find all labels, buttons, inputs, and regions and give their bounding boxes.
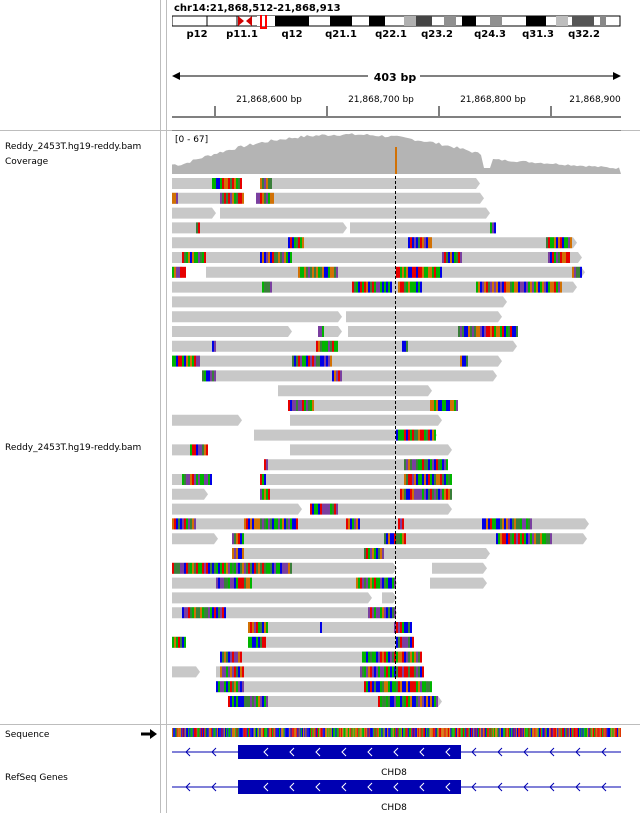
name-panel-divider[interactable] [160, 0, 161, 813]
read[interactable] [172, 577, 397, 589]
refseq-genes-track[interactable]: CHD8 CHD8 [172, 740, 621, 813]
read[interactable] [232, 548, 490, 559]
read[interactable] [202, 370, 497, 382]
read[interactable] [220, 207, 490, 219]
read[interactable] [172, 533, 218, 545]
alignment-track-name[interactable]: Reddy_2453T.hg19-reddy.bam [5, 443, 142, 453]
read[interactable] [310, 503, 452, 515]
read[interactable] [172, 326, 292, 337]
read[interactable] [172, 474, 212, 485]
read[interactable] [432, 562, 487, 574]
read[interactable] [172, 178, 242, 189]
read[interactable] [172, 414, 242, 426]
locus-label: chr14:21,868,512-21,868,913 [174, 3, 341, 14]
read[interactable] [172, 281, 577, 293]
read[interactable] [172, 607, 397, 619]
band-q22-1: q22.1 [375, 29, 407, 40]
read[interactable] [172, 222, 347, 234]
read[interactable] [254, 429, 437, 441]
band-q31-3: q31.3 [522, 29, 554, 40]
read[interactable] [232, 533, 587, 545]
read[interactable] [290, 414, 442, 426]
ruler[interactable]: 403 bp 21,868,600 bp 21,868,700 bp 21,86… [172, 60, 621, 126]
ideogram-bands [172, 15, 621, 29]
read[interactable] [216, 666, 424, 678]
refseq-track-name[interactable]: RefSeq Genes [5, 773, 68, 783]
read[interactable] [172, 444, 208, 456]
chromosome-ideogram[interactable]: p12 p11.1 q12 q21.1 q22.1 q23.2 q24.3 q3… [172, 15, 621, 41]
read[interactable] [172, 503, 302, 515]
read[interactable] [172, 266, 186, 278]
band-p11-1: p11.1 [226, 29, 258, 40]
coverage-track-name[interactable]: Reddy_2453T.hg19-reddy.bam Coverage [5, 142, 142, 167]
read[interactable] [228, 696, 442, 707]
coverage-range-label: [0 - 67] [175, 135, 208, 145]
read[interactable] [278, 385, 432, 397]
read[interactable] [220, 651, 422, 663]
read[interactable] [264, 459, 448, 471]
read[interactable] [382, 592, 397, 604]
coverage-mismatch-bar [395, 147, 397, 174]
read[interactable] [248, 622, 412, 633]
band-q21-1: q21.1 [325, 29, 357, 40]
read[interactable] [290, 444, 452, 456]
read[interactable] [172, 296, 507, 308]
read[interactable] [172, 192, 244, 204]
band-q32-2: q32.2 [568, 29, 600, 40]
strand-arrow-icon[interactable] [140, 728, 158, 740]
band-q24-3: q24.3 [474, 29, 506, 40]
read[interactable] [260, 488, 452, 500]
band-p12: p12 [186, 29, 207, 40]
read[interactable] [172, 636, 186, 648]
ruler-tick-label: 21,868,600 bp [236, 95, 302, 105]
data-top-line [172, 130, 621, 131]
read[interactable] [172, 355, 502, 367]
read[interactable] [172, 237, 577, 249]
read[interactable] [260, 178, 480, 189]
gene-label: CHD8 [381, 803, 407, 813]
gene-label: CHD8 [381, 768, 407, 778]
ruler-span-label: 403 bp [374, 71, 417, 84]
gene-model-2: CHD8 [172, 780, 621, 813]
read[interactable] [172, 252, 582, 263]
read[interactable] [318, 326, 342, 337]
read[interactable] [206, 266, 585, 278]
alignment-track[interactable] [172, 176, 621, 722]
read[interactable] [348, 326, 518, 337]
ruler-tick-label: 21,868,700 bp [348, 95, 414, 105]
read[interactable] [346, 311, 502, 323]
read[interactable] [172, 518, 589, 530]
read[interactable] [172, 562, 397, 574]
ruler-tick-label: 21,868,800 bp [460, 95, 526, 105]
band-q23-2: q23.2 [421, 29, 453, 40]
data-panel-divider [166, 0, 167, 813]
feature-divider [0, 724, 640, 725]
ruler-tick-label: 21,868,900 [569, 95, 621, 105]
read[interactable] [172, 207, 216, 219]
read[interactable] [172, 340, 517, 352]
read[interactable] [172, 666, 200, 678]
read[interactable] [430, 577, 487, 589]
gene-model-1: CHD8 [172, 745, 621, 778]
read[interactable] [172, 592, 372, 604]
read[interactable] [216, 681, 432, 693]
read[interactable] [350, 222, 496, 234]
read[interactable] [248, 636, 414, 648]
sequence-track[interactable] [172, 728, 621, 737]
sequence-track-name[interactable]: Sequence [5, 730, 50, 740]
read[interactable] [260, 474, 452, 485]
read[interactable] [256, 192, 484, 204]
coverage-track[interactable]: [0 - 67] [172, 131, 621, 174]
read[interactable] [172, 311, 342, 323]
read[interactable] [172, 488, 208, 500]
read[interactable] [288, 400, 458, 411]
band-q12: q12 [281, 29, 302, 40]
